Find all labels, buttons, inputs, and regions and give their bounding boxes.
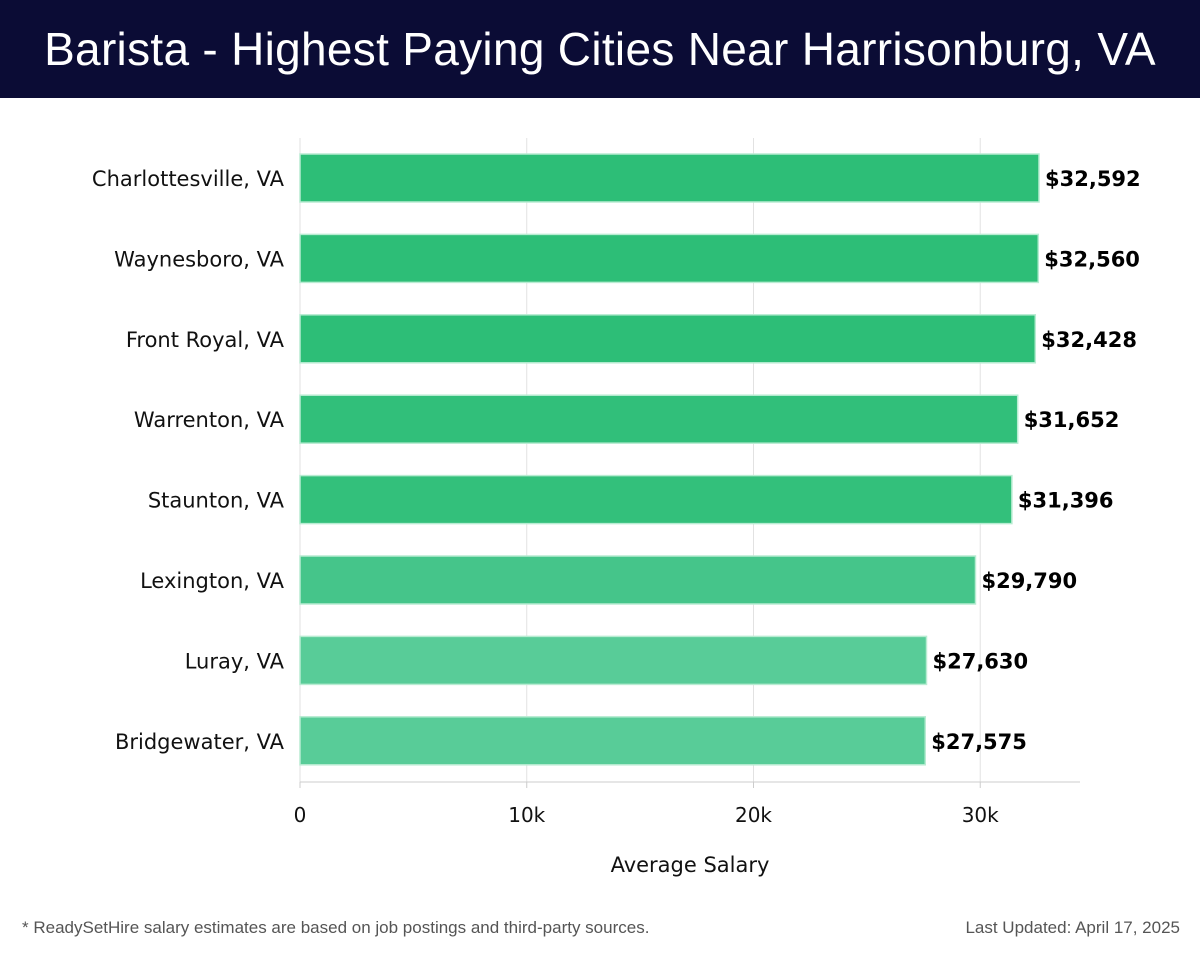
x-axis-title: Average Salary (611, 853, 770, 877)
value-label: $32,428 (1041, 328, 1137, 352)
value-label: $27,630 (932, 649, 1028, 673)
bar-chart: 0 10k 20k 30k Charlottesville, VA $32,592 Wayn… (92, 138, 1141, 877)
category-label: Warrenton, VA (134, 408, 285, 432)
value-label: $32,592 (1045, 167, 1141, 191)
bar (299, 314, 1037, 364)
x-tick-label: 10k (508, 803, 545, 827)
bar (299, 716, 926, 766)
value-label: $31,652 (1024, 408, 1120, 432)
x-tick-label: 20k (735, 803, 772, 827)
footnote: * ReadySetHire salary estimates are base… (22, 918, 650, 937)
value-label: $31,396 (1018, 489, 1114, 513)
category-label: Staunton, VA (148, 489, 285, 513)
value-label: $27,575 (931, 730, 1027, 754)
bar (299, 394, 1019, 444)
category-label: Charlottesville, VA (92, 167, 285, 191)
category-label: Waynesboro, VA (114, 247, 284, 271)
category-label: Lexington, VA (140, 569, 285, 593)
bar (299, 153, 1040, 203)
category-label: Front Royal, VA (126, 328, 285, 352)
category-label: Bridgewater, VA (115, 730, 285, 754)
last-updated: Last Updated: April 17, 2025 (965, 918, 1180, 937)
value-label: $32,560 (1044, 247, 1140, 271)
x-tick-label: 0 (294, 803, 307, 827)
bar (299, 555, 977, 605)
chart-title: Barista - Highest Paying Cities Near Har… (0, 0, 1200, 98)
bar (299, 635, 928, 686)
value-label: $29,790 (981, 569, 1077, 593)
bar (299, 233, 1040, 284)
category-label: Luray, VA (185, 649, 285, 673)
x-tick-label: 30k (962, 803, 999, 827)
bar (299, 474, 1013, 525)
